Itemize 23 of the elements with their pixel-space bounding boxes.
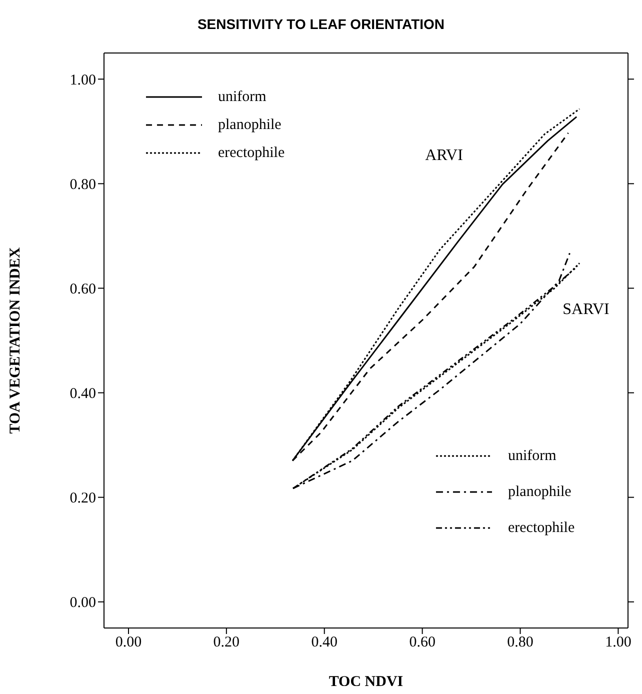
legend-label: erectophile [218, 144, 285, 163]
y-tick-label: 0.80 [70, 177, 96, 194]
chart-title: SENSITIVITY TO LEAF ORIENTATION [196, 16, 446, 32]
x-tick-label: 0.40 [311, 634, 338, 651]
y-tick-label: 1.00 [70, 72, 96, 88]
y-tick-label: 0.40 [70, 386, 96, 402]
x-tick-label: 0.20 [213, 634, 240, 651]
x-tick-label: 0.00 [115, 634, 142, 651]
x-axis-title: TOC NDVI [328, 674, 404, 690]
legend-label: planophile [218, 116, 282, 135]
y-tick-label: 0.60 [70, 282, 96, 298]
x-tick-label: 1.00 [605, 634, 632, 651]
y-axis-title: TOA VEGETATION INDEX [7, 247, 24, 434]
legend-label: uniform [508, 447, 556, 466]
annotation: SARVI [562, 301, 610, 319]
annotation: ARVI [425, 147, 463, 165]
x-tick-label: 0.60 [409, 634, 436, 651]
legend-label: planophile [508, 483, 572, 502]
y-tick-label: 0.00 [70, 595, 96, 612]
legend-label: uniform [218, 88, 266, 107]
y-tick-label: 0.20 [70, 490, 96, 507]
legend-label: erectophile [508, 519, 575, 538]
x-tick-label: 0.80 [507, 634, 534, 651]
